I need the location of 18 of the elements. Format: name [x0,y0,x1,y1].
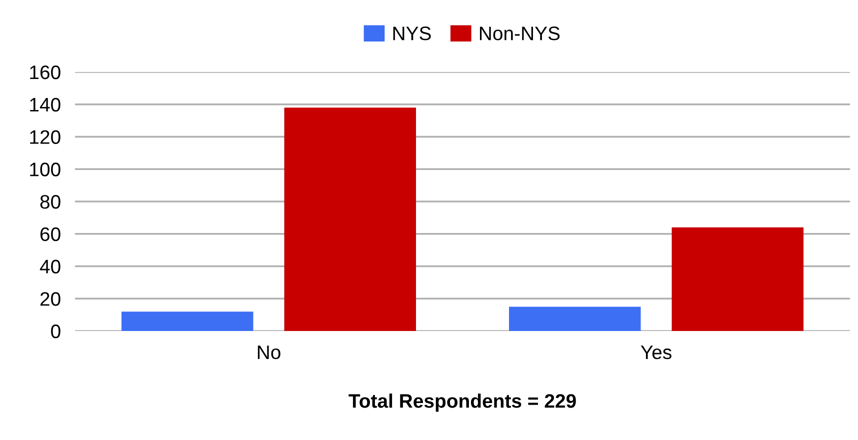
x-tick-label: No [258,346,280,360]
y-tick-label: 0 [51,324,60,338]
y-tick-label: 120 [30,130,60,144]
x-axis-title: Total Respondents = 229 [348,394,576,412]
y-tick-label: 60 [40,227,60,242]
bar [122,312,254,331]
legend-label: NYS [393,26,431,40]
y-tick-label: 160 [30,65,60,80]
bar [284,108,416,331]
bar [672,227,804,331]
y-tick-label: 40 [40,260,60,274]
y-tick-label: 140 [30,98,60,112]
y-tick-label: 100 [30,162,60,176]
x-tick-label: Yes [640,346,672,360]
y-tick-label: 20 [40,292,60,306]
y-tick-label: 80 [40,194,60,209]
bar [509,306,641,331]
legend-label: Non-NYS [480,26,560,40]
